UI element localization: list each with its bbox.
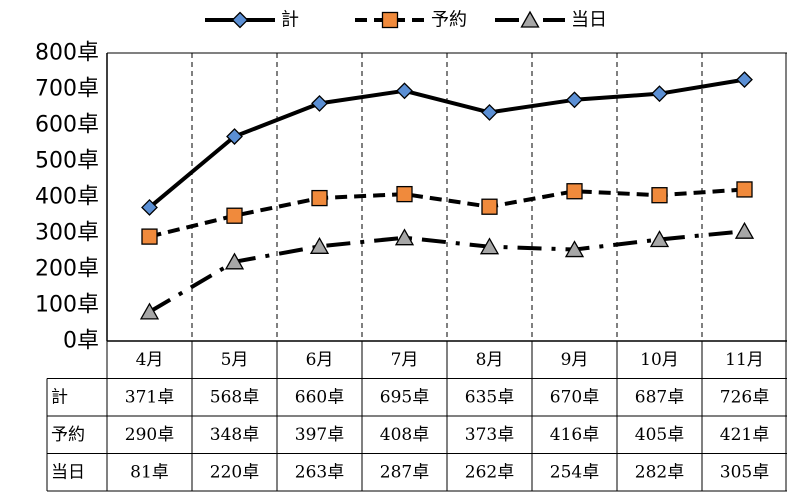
y-tick-label: 500卓 [35, 149, 99, 174]
x-tick-label: 6月 [306, 350, 334, 370]
data-label: 287卓 [380, 462, 429, 482]
data-point [397, 83, 412, 98]
data-point [142, 229, 157, 244]
data-point [312, 96, 327, 111]
data-point [482, 105, 497, 120]
y-tick-label: 200卓 [35, 257, 99, 282]
data-label: 568卓 [210, 387, 259, 407]
y-tick-label: 800卓 [35, 41, 99, 66]
legend-label: 予約 [431, 10, 467, 31]
data-label: 305卓 [720, 462, 769, 482]
data-label: 695卓 [380, 387, 429, 407]
y-tick-label: 100卓 [35, 293, 99, 318]
data-label: 397卓 [295, 425, 344, 445]
data-label: 635卓 [465, 387, 514, 407]
table-row-label: 予約 [51, 425, 85, 445]
y-tick-label: 700卓 [35, 77, 99, 102]
table-row-label: 計 [51, 387, 68, 407]
x-tick-label: 9月 [561, 350, 589, 370]
x-tick-label: 10月 [640, 350, 679, 370]
data-label: 81卓 [130, 462, 169, 482]
x-tick-label: 7月 [391, 350, 419, 370]
legend-marker [383, 13, 398, 28]
data-label: 282卓 [635, 462, 684, 482]
data-point [567, 92, 582, 107]
x-tick-label: 11月 [725, 350, 764, 370]
data-point [652, 188, 667, 203]
data-label: 660卓 [295, 387, 344, 407]
data-point [737, 182, 752, 197]
data-point [312, 191, 327, 206]
x-tick-label: 8月 [476, 350, 504, 370]
y-tick-label: 0卓 [63, 329, 99, 354]
legend-marker [233, 13, 248, 28]
y-tick-label: 600卓 [35, 113, 99, 138]
y-tick-label: 300卓 [35, 221, 99, 246]
data-point [227, 208, 242, 223]
data-label: 416卓 [550, 425, 599, 445]
data-label: 726卓 [720, 387, 769, 407]
legend-marker [522, 12, 539, 27]
data-label: 220卓 [210, 462, 259, 482]
data-label: 405卓 [635, 425, 684, 445]
data-point [397, 187, 412, 202]
data-label: 687卓 [635, 387, 684, 407]
x-tick-label: 5月 [221, 350, 249, 370]
data-point [482, 199, 497, 214]
data-label: 262卓 [465, 462, 514, 482]
data-point [652, 86, 667, 101]
data-label: 371卓 [125, 387, 174, 407]
data-label: 408卓 [380, 425, 429, 445]
data-point [737, 72, 752, 87]
x-tick-label: 4月 [136, 350, 164, 370]
data-label: 421卓 [720, 425, 769, 445]
y-tick-label: 400卓 [35, 185, 99, 210]
data-point [736, 223, 753, 238]
data-point [567, 184, 582, 199]
data-label: 290卓 [125, 425, 174, 445]
data-label: 263卓 [295, 462, 344, 482]
table-row-label: 当日 [51, 462, 85, 482]
legend-label: 当日 [571, 10, 607, 31]
data-label: 373卓 [465, 425, 514, 445]
data-label: 670卓 [550, 387, 599, 407]
legend-label: 計 [281, 10, 299, 31]
data-label: 254卓 [550, 462, 599, 482]
data-label: 348卓 [210, 425, 259, 445]
